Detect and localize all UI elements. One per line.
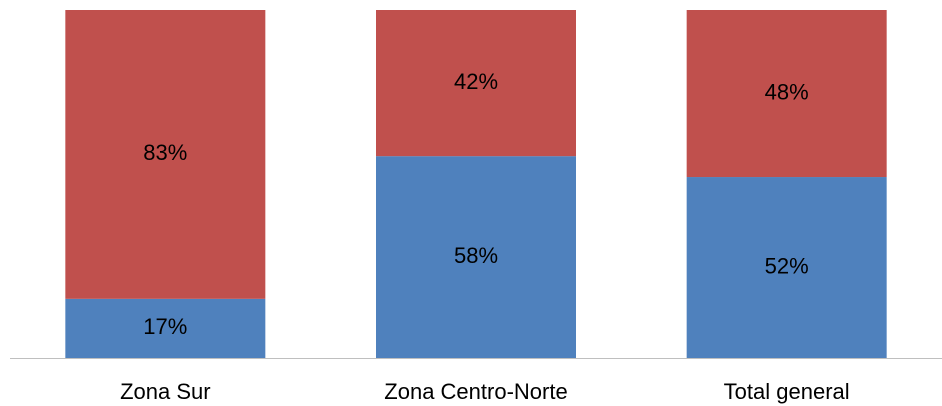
bar-segment: [686, 177, 887, 358]
bar-segment: [686, 10, 887, 178]
x-tick-label: Zona Sur: [120, 379, 211, 404]
data-label: 52%: [765, 253, 809, 278]
bar-segment: [376, 156, 576, 358]
data-label: 48%: [765, 79, 809, 104]
bar-segment: [65, 298, 266, 358]
data-label: 58%: [454, 243, 498, 268]
x-tick-label: Zona Centro-Norte: [384, 379, 567, 404]
bar-segment: [65, 10, 266, 299]
data-label: 42%: [454, 69, 498, 94]
x-tick-label: Total general: [724, 379, 850, 404]
data-label: 83%: [143, 140, 187, 165]
data-label: 17%: [143, 314, 187, 339]
bar-segment: [376, 10, 576, 157]
